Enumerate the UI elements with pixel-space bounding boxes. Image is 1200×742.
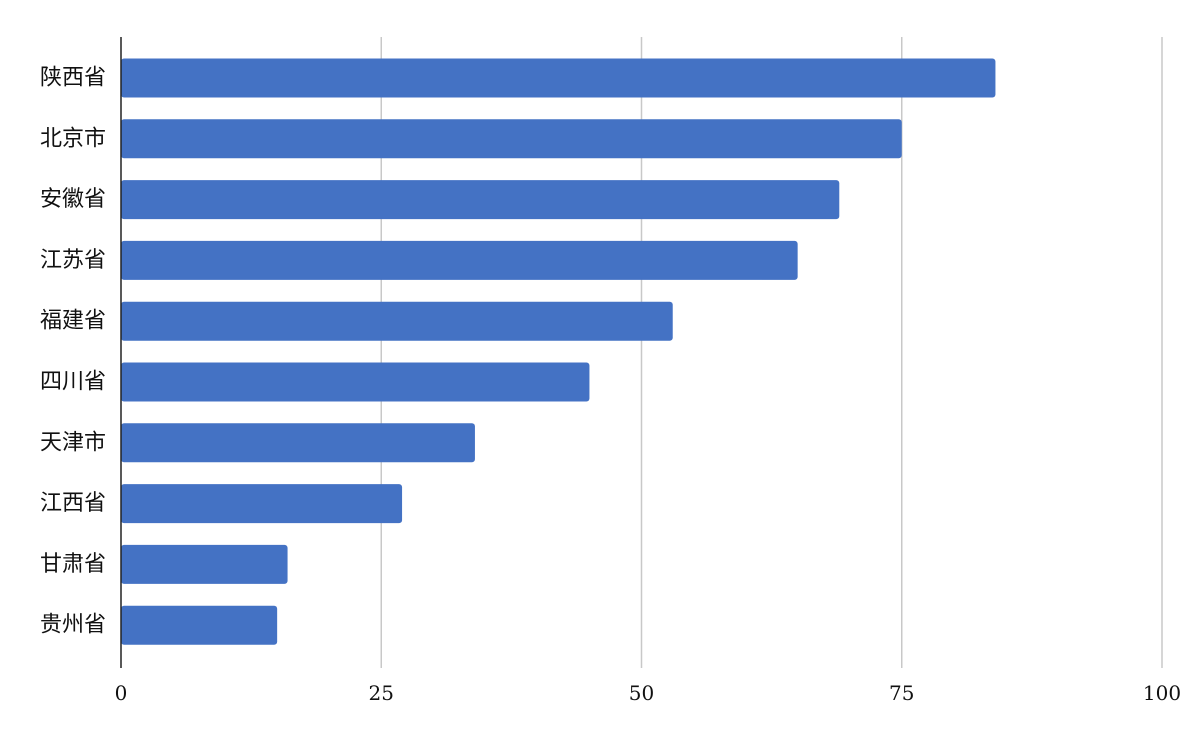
x-tick-label: 75 (889, 681, 914, 705)
category-label: 贵州省 (40, 613, 106, 638)
category-label: 天津市 (40, 430, 106, 455)
bar-8 (121, 484, 403, 524)
bar-1 (121, 58, 996, 98)
category-label: 福建省 (40, 309, 106, 334)
category-label: 陕西省 (40, 66, 106, 91)
bars (121, 58, 996, 645)
bar-7 (121, 423, 475, 463)
category-label: 江西省 (40, 491, 106, 516)
category-label: 安徽省 (40, 187, 106, 212)
bar-4 (121, 240, 798, 280)
category-label: 北京市 (40, 126, 106, 151)
x-tick-label: 0 (115, 681, 128, 705)
bar-5 (121, 301, 673, 341)
category-label: 江苏省 (40, 248, 106, 273)
bar-10 (121, 605, 278, 645)
bar-6 (121, 362, 590, 402)
bar-3 (121, 180, 840, 220)
x-tick-label: 100 (1143, 681, 1181, 705)
bar-9 (121, 544, 288, 584)
bar-2 (121, 119, 902, 159)
category-label: 四川省 (40, 370, 106, 395)
x-tick-label: 50 (629, 681, 654, 705)
x-tick-label: 25 (369, 681, 394, 705)
category-label: 甘肃省 (40, 552, 106, 577)
